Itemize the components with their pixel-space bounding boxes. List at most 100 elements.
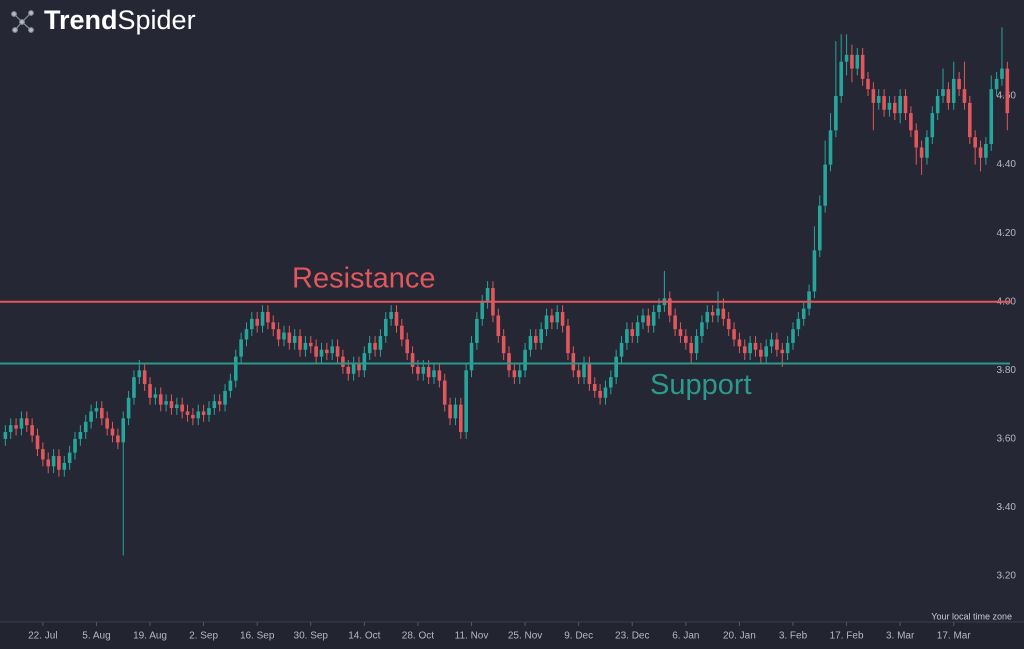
candle-body <box>994 78 999 90</box>
candle-body <box>694 336 699 354</box>
candle-body <box>287 332 292 343</box>
candle-body <box>3 432 8 439</box>
candle-body <box>346 366 351 374</box>
candle-body <box>925 137 929 158</box>
candle-body <box>89 411 93 422</box>
candle-body <box>839 61 844 97</box>
candle-body <box>705 312 710 323</box>
candle-body <box>51 456 56 467</box>
candle-body <box>191 414 195 419</box>
candle-body <box>689 342 693 354</box>
candle-body <box>817 205 822 251</box>
candle-body <box>968 102 972 138</box>
candle-body <box>330 346 335 354</box>
candle-body <box>485 288 490 302</box>
candle-body <box>228 380 233 391</box>
candle-body <box>442 380 447 405</box>
candle-body <box>646 315 651 326</box>
candle-body <box>426 366 431 378</box>
candle-body <box>164 401 168 405</box>
candle-body <box>132 377 136 398</box>
candle-body <box>512 370 517 378</box>
candle-body <box>721 308 726 319</box>
candle-body <box>239 339 243 357</box>
candle-body <box>630 329 635 337</box>
candle-body <box>930 113 935 138</box>
candle-body <box>641 315 645 323</box>
y-tick-label: 3.60 <box>997 434 1017 445</box>
candle-body <box>951 78 956 103</box>
candle-body <box>325 349 329 354</box>
candle-body <box>850 54 854 69</box>
candle-body <box>19 418 24 429</box>
candle-body <box>887 102 892 110</box>
candle-body <box>619 342 624 357</box>
candle-body <box>207 408 211 415</box>
candle-body <box>544 315 549 330</box>
x-tick-label: 11. Nov <box>455 631 489 642</box>
y-tick-label: 4.20 <box>997 228 1017 239</box>
candle-body <box>255 318 259 326</box>
candle-body <box>30 425 34 436</box>
candle-body <box>882 96 886 110</box>
candle-body <box>389 312 393 319</box>
candle-body <box>400 325 404 340</box>
candle-body <box>678 329 683 337</box>
candle-body <box>158 394 163 405</box>
candle-body <box>437 370 442 381</box>
candle-body <box>223 390 227 405</box>
candle-body <box>791 329 795 343</box>
candle-body <box>866 78 870 90</box>
candle-body <box>769 339 774 347</box>
y-tick-label: 3.40 <box>997 502 1017 513</box>
candle-body <box>314 346 318 357</box>
candle-body <box>576 370 581 378</box>
candle-body <box>625 329 629 343</box>
candle-body <box>571 353 576 371</box>
candle-body <box>175 404 179 409</box>
candle-body <box>609 377 613 388</box>
x-tick-label: 19. Aug <box>133 631 167 642</box>
candle-body <box>351 363 356 374</box>
candle-body <box>775 339 779 350</box>
x-tick-label: 2. Sep <box>189 631 218 642</box>
candle-body <box>480 301 485 319</box>
candle-body <box>105 418 109 429</box>
candle-body <box>935 96 940 114</box>
candle-body <box>716 308 720 316</box>
candle-body <box>566 325 570 354</box>
candle-body <box>501 336 506 354</box>
candle-body <box>292 336 297 343</box>
candle-body <box>57 456 61 470</box>
candle-body <box>539 329 543 343</box>
candle-body <box>973 137 977 148</box>
candle-body <box>62 462 67 470</box>
candle-body <box>855 54 860 69</box>
candle-body <box>14 425 18 429</box>
candle-body <box>946 89 951 103</box>
candle-body <box>94 408 99 412</box>
candle-body <box>807 291 811 309</box>
y-tick-label: 3.20 <box>997 571 1017 582</box>
x-tick-label: 30. Sep <box>294 631 329 642</box>
candle-body <box>555 312 560 323</box>
y-tick-label: 3.80 <box>997 365 1017 376</box>
candle-body <box>582 363 586 378</box>
candle-body <box>823 164 827 206</box>
candle-body <box>67 452 72 463</box>
candle-body <box>35 435 40 450</box>
x-tick-label: 3. Mar <box>886 631 915 642</box>
candle-body <box>903 96 908 114</box>
candle-body <box>871 89 876 103</box>
candle-body <box>475 318 479 343</box>
candle-body <box>233 356 238 381</box>
candle-body <box>801 308 806 319</box>
candle-body <box>100 408 104 419</box>
x-tick-label: 28. Oct <box>402 631 434 642</box>
logo-text: TrendSpider <box>44 5 196 35</box>
x-tick-label: 23. Dec <box>615 631 649 642</box>
candle-body <box>528 336 533 350</box>
x-tick-label: 16. Sep <box>240 631 275 642</box>
candle-body <box>898 96 902 114</box>
